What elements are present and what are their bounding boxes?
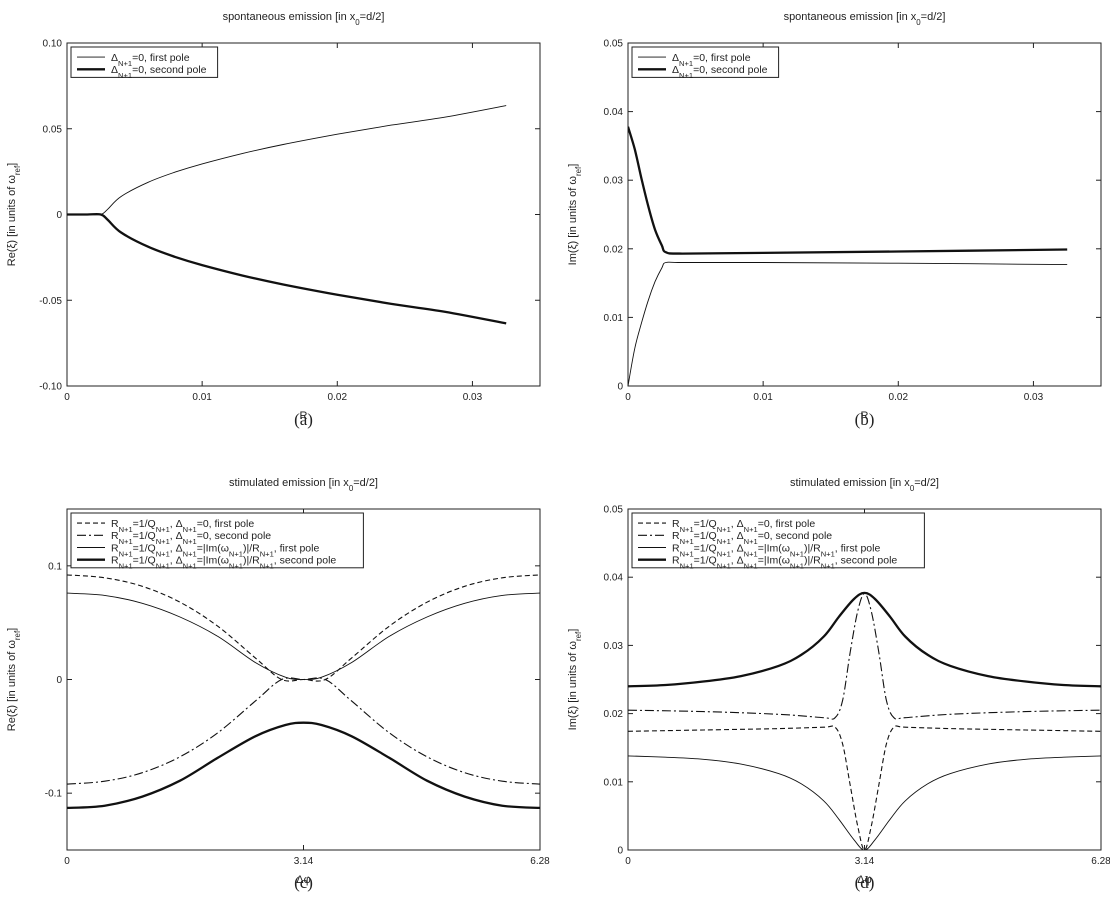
x-tick-label: 3.14 — [294, 856, 314, 867]
series-line-1 — [67, 574, 540, 682]
y-tick-label: 0.04 — [604, 573, 624, 584]
legend-entry: RN+1=1/QN+1, ΔN+1=0, first pole — [672, 518, 815, 534]
x-tick-label: 6.28 — [1091, 856, 1110, 867]
series-line-1 — [628, 725, 1101, 850]
series-line-4 — [67, 721, 540, 810]
x-tick-label: 0.02 — [889, 392, 909, 403]
panel-caption: (a) — [294, 410, 313, 429]
x-tick-label: 0.03 — [1024, 392, 1044, 403]
x-axis-label: R — [861, 410, 869, 422]
x-axis-label: Δφ — [857, 874, 871, 886]
legend-entry: RN+1=1/QN+1, ΔN+1=|Im(ωN+1)|/RN+1, first… — [111, 542, 319, 558]
x-tick-label: 0.01 — [753, 392, 773, 403]
y-tick-label: 0 — [56, 210, 62, 221]
x-tick-label: 0 — [64, 856, 70, 867]
legend-entry: RN+1=1/QN+1, ΔN+1=|Im(ωN+1)|/RN+1, secon… — [111, 555, 336, 571]
y-tick-label: 0.02 — [604, 244, 624, 255]
legend-box — [631, 512, 925, 569]
plot-frame — [627, 42, 1102, 387]
legend-box — [70, 46, 219, 78]
series-line-2 — [67, 677, 540, 785]
y-axis-label: Im(ξ) [in units of ωref] — [567, 164, 583, 266]
panel-caption: (d) — [855, 873, 875, 892]
y-tick-label: 0 — [617, 846, 623, 857]
y-tick-label: 0 — [617, 382, 623, 393]
x-tick-label: 6.28 — [530, 856, 550, 867]
series-line-1 — [628, 261, 1068, 386]
chart-title: spontaneous emission [in x0=d/2] — [784, 11, 946, 27]
series-line-2 — [67, 212, 507, 325]
y-tick-label: 0.05 — [604, 505, 624, 516]
series-line-1 — [67, 105, 507, 216]
y-axis-label: Re(ξ) [in units of ωref] — [6, 628, 22, 731]
y-tick-label: -0.1 — [45, 789, 63, 800]
y-tick-label: 0.1 — [48, 561, 62, 572]
y-tick-label: 0 — [56, 675, 62, 686]
panel-caption: (b) — [855, 410, 875, 429]
y-axis-label: Re(ξ) [in units of ωref] — [6, 163, 22, 266]
y-axis-label: Im(ξ) [in units of ωref] — [567, 629, 583, 731]
panel-caption: (c) — [294, 873, 313, 892]
chart-title: stimulated emission [in x0=d/2] — [790, 477, 939, 493]
x-tick-label: 0.01 — [192, 392, 212, 403]
y-tick-label: -0.10 — [39, 382, 62, 393]
x-tick-label: 0 — [64, 392, 70, 403]
legend-entry: ΔN+1=0, second pole — [111, 64, 207, 80]
y-tick-label: 0.04 — [604, 107, 624, 118]
x-axis-label: Δφ — [296, 874, 310, 886]
panel-c-chart: stimulated emission [in x0=d/2] 0 3.14 6.28… — [6, 477, 550, 892]
panel-d-chart: stimulated emission [in x0=d/2] 0 3.14 6.28… — [567, 477, 1110, 892]
legend-entry: ΔN+1=0, first pole — [672, 52, 751, 68]
x-tick-label: 3.14 — [855, 856, 875, 867]
x-tick-label: 0.03 — [463, 392, 483, 403]
chart-title: spontaneous emission [in x0=d/2] — [223, 11, 385, 27]
series-line-3 — [67, 592, 540, 680]
panel-b-chart: spontaneous emission [in x0=d/2] 0 0.01 0.0… — [567, 11, 1102, 429]
x-tick-label: 0 — [625, 856, 631, 867]
y-tick-label: -0.05 — [39, 296, 62, 307]
panel-a-chart: spontaneous emission [in x0=d/2] 0 0.01 0.0… — [6, 11, 541, 429]
series-line-2 — [628, 593, 1101, 720]
legend-box — [70, 512, 364, 569]
legend-entry: ΔN+1=0, second pole — [672, 64, 768, 80]
series-line-4 — [628, 591, 1101, 688]
series-line-2 — [628, 126, 1068, 255]
series-line-3 — [628, 755, 1101, 850]
y-tick-label: 0.01 — [604, 313, 624, 324]
y-tick-label: 0.02 — [604, 709, 624, 720]
legend-entry: ΔN+1=0, first pole — [111, 52, 190, 68]
plot-frame — [66, 42, 541, 387]
legend-entry: RN+1=1/QN+1, ΔN+1=0, second pole — [672, 530, 832, 546]
x-tick-label: 0.02 — [328, 392, 348, 403]
legend-entry: RN+1=1/QN+1, ΔN+1=0, second pole — [111, 530, 271, 546]
legend-entry: RN+1=1/QN+1, ΔN+1=0, first pole — [111, 518, 254, 534]
y-tick-label: 0.01 — [604, 777, 624, 788]
y-tick-label: 0.05 — [43, 124, 63, 135]
chart-title: stimulated emission [in x0=d/2] — [229, 477, 378, 493]
x-axis-label: R — [300, 410, 308, 422]
x-tick-label: 0 — [625, 392, 631, 403]
y-tick-label: 0.03 — [604, 176, 624, 187]
y-tick-label: 0.10 — [43, 39, 63, 50]
y-tick-label: 0.03 — [604, 641, 624, 652]
y-tick-label: 0.05 — [604, 39, 624, 50]
legend-box — [631, 46, 780, 78]
legend-entry: RN+1=1/QN+1, ΔN+1=|Im(ωN+1)|/RN+1, secon… — [672, 555, 897, 571]
legend-entry: RN+1=1/QN+1, ΔN+1=|Im(ωN+1)|/RN+1, first… — [672, 542, 880, 558]
